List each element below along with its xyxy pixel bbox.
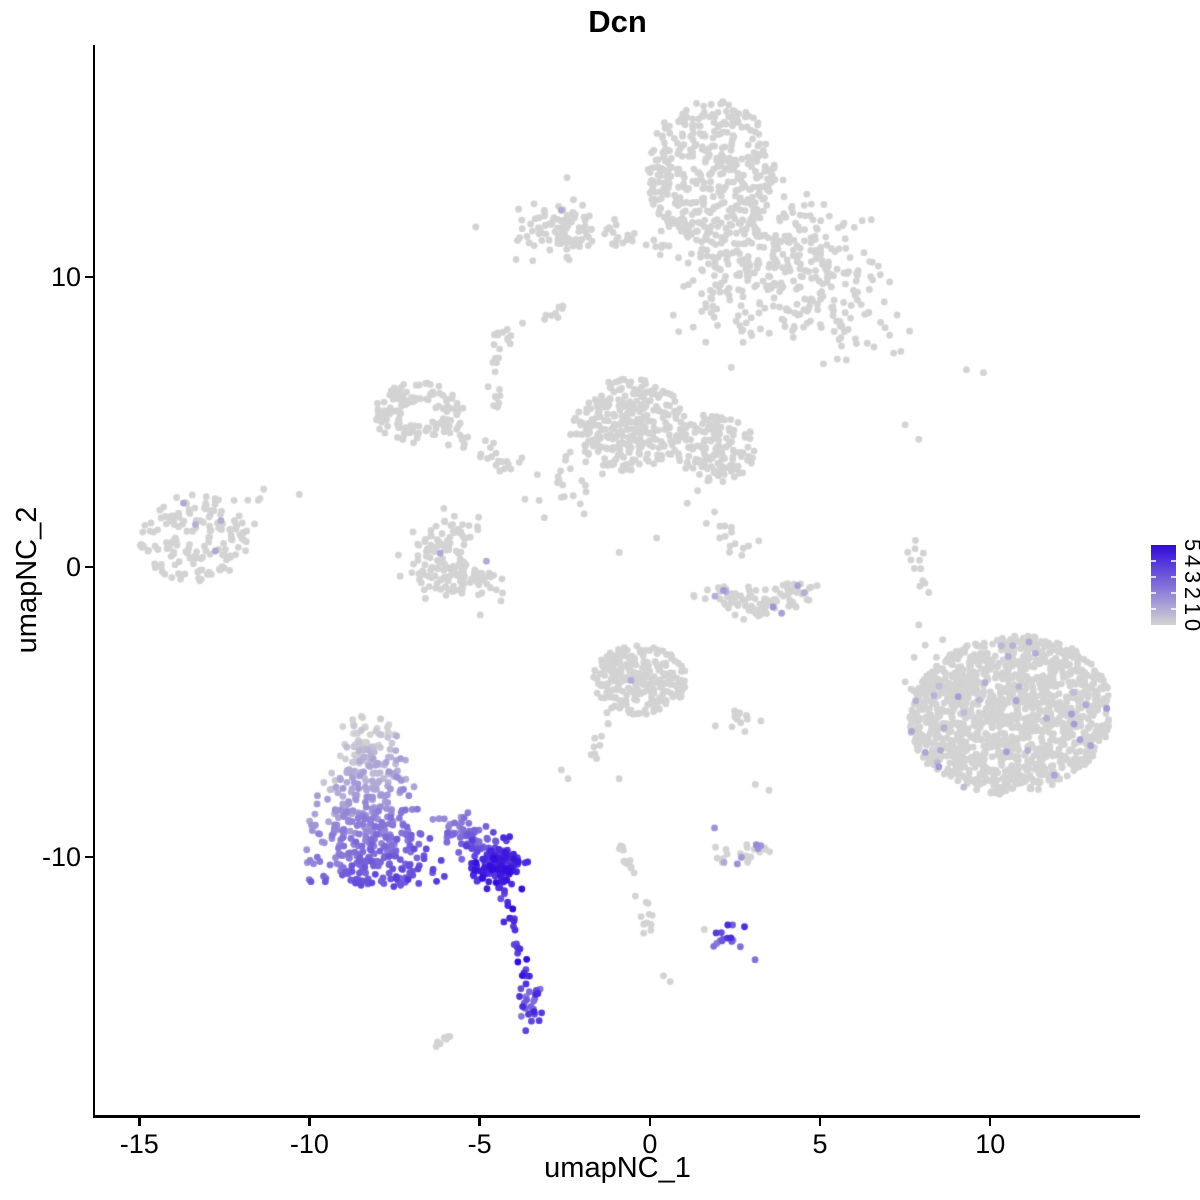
x-tick-label: 0	[642, 1129, 658, 1159]
x-tick-label: -10	[289, 1129, 329, 1159]
x-tick-label: 10	[975, 1129, 1006, 1159]
colorbar-gradient	[1151, 545, 1176, 625]
x-tick	[138, 1117, 141, 1126]
x-axis-line	[92, 1115, 1140, 1118]
y-tick-label: 10	[50, 261, 81, 292]
colorbar-tick	[1151, 608, 1156, 610]
y-axis-title: umapNC_2	[11, 506, 43, 654]
colorbar-legend: 543210	[1151, 539, 1200, 637]
colorbar-tick	[1151, 576, 1156, 578]
y-tick-label: 0	[65, 551, 81, 582]
x-tick	[478, 1117, 481, 1126]
plot-title: Dcn	[588, 4, 647, 39]
x-tick	[648, 1117, 652, 1126]
x-axis-title: umapNC_1	[544, 1152, 691, 1184]
y-tick	[84, 275, 93, 279]
colorbar-tick	[1171, 560, 1176, 562]
y-axis-line	[92, 45, 95, 1118]
x-tick-label: -5	[467, 1129, 492, 1159]
x-tick	[988, 1117, 992, 1126]
colorbar-tick	[1171, 592, 1176, 594]
colorbar-tick	[1171, 576, 1176, 578]
colorbar-tick	[1151, 560, 1156, 562]
x-tick-label: -15	[119, 1129, 159, 1159]
x-tick-label: 5	[812, 1129, 828, 1159]
x-tick	[308, 1117, 311, 1126]
colorbar-tick	[1171, 608, 1176, 610]
y-tick-label: -10	[41, 841, 81, 872]
x-tick	[818, 1117, 822, 1126]
colorbar-label: 0	[1180, 613, 1200, 637]
colorbar-tick	[1151, 592, 1156, 594]
y-tick	[84, 855, 93, 859]
y-tick	[84, 565, 93, 569]
